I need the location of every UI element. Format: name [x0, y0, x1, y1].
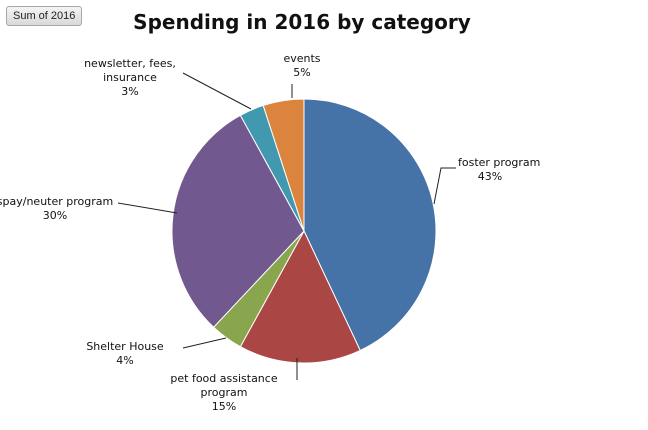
leader-line	[182, 72, 252, 110]
leader-line	[117, 202, 178, 214]
pie-slice-foster-program	[303, 98, 437, 352]
data-label: spay/neuter program 30%	[0, 195, 113, 222]
data-label: events 5%	[283, 52, 320, 79]
pie-slices	[171, 98, 437, 364]
data-label: newsletter, fees, insurance 3%	[84, 57, 176, 98]
pie-slice-pet-food-assistance-program	[239, 229, 361, 364]
data-label: pet food assistance program 15%	[170, 372, 277, 413]
pie-slice-events	[262, 98, 305, 232]
leader-line	[433, 167, 456, 205]
leader-line	[182, 337, 227, 349]
sum-of-2016-field-button[interactable]: Sum of 2016	[6, 6, 83, 26]
slice-labels: foster program 43% pet food assistance prog…	[0, 52, 540, 413]
leader-lines	[117, 72, 456, 380]
chart-title: Spending in 2016 by category	[133, 10, 471, 34]
data-label: Shelter House 4%	[86, 340, 164, 367]
data-label: foster program 43%	[458, 156, 540, 183]
pie-slice-spay-neuter-program	[171, 114, 305, 328]
